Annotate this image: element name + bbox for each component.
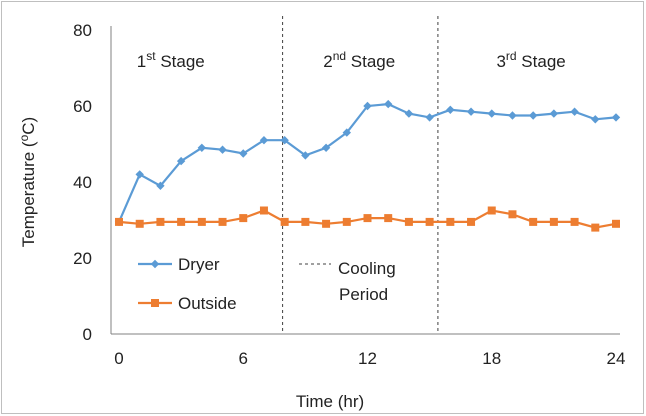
y-axis-title-sup: o	[17, 134, 31, 141]
x-tick-label: 6	[239, 349, 248, 368]
data-point-dryer	[508, 111, 517, 120]
y-tick-label: 60	[73, 97, 92, 116]
data-point-dryer	[280, 136, 289, 145]
data-point-dryer	[570, 107, 579, 116]
stage-label: 3rd Stage	[496, 49, 565, 71]
data-point-dryer	[446, 105, 455, 114]
data-point-outside	[425, 217, 434, 226]
data-point-dryer	[611, 113, 621, 122]
data-point-outside	[239, 214, 248, 223]
data-point-dryer	[156, 181, 165, 190]
stage-dividers	[282, 16, 439, 334]
data-point-outside	[280, 217, 289, 226]
data-point-outside	[508, 210, 517, 219]
y-tick-label: 20	[73, 249, 92, 268]
data-point-outside	[591, 223, 600, 232]
legend-label: Outside	[178, 294, 237, 313]
data-point-outside	[549, 217, 558, 226]
x-tick-label: 18	[482, 349, 501, 368]
data-point-dryer	[528, 111, 538, 120]
stage-label-text: Stage	[156, 52, 205, 71]
data-point-outside	[342, 217, 351, 226]
legend-swatch-marker	[150, 259, 160, 269]
legend-label: Dryer	[178, 255, 220, 274]
data-point-outside	[177, 217, 186, 226]
legend-label: Period	[339, 285, 388, 304]
data-point-dryer	[363, 101, 372, 111]
data-point-dryer	[425, 113, 434, 122]
legend-label: Cooling	[338, 259, 396, 278]
data-point-outside	[197, 217, 206, 226]
data-point-dryer	[384, 99, 393, 109]
data-point-outside	[218, 217, 227, 226]
data-point-dryer	[342, 128, 351, 137]
y-axis-title-base: Temperature (	[19, 141, 38, 247]
y-tick-label: 0	[83, 325, 92, 344]
series-layer	[114, 99, 621, 232]
legend-item-dryer: Dryer	[138, 255, 220, 274]
stage-label-text: Stage	[517, 52, 566, 71]
data-point-outside	[570, 217, 579, 226]
data-point-dryer	[487, 109, 496, 118]
data-point-dryer	[466, 107, 476, 116]
data-point-dryer	[591, 115, 600, 124]
stage-label: 1st Stage	[137, 49, 205, 71]
data-point-outside	[529, 217, 538, 226]
stage-label: 2nd Stage	[323, 49, 395, 71]
legend-swatch-marker	[151, 299, 159, 307]
y-tick-label: 80	[73, 21, 92, 40]
x-tick-label: 24	[607, 349, 626, 368]
series-line-dryer	[117, 102, 617, 223]
data-point-outside	[384, 214, 393, 223]
series-outside	[115, 206, 620, 232]
data-point-outside	[467, 217, 476, 226]
x-tick-label: 0	[114, 349, 123, 368]
stage-labels: 1st Stage 2nd Stage 3rd Stage	[137, 49, 566, 71]
stage-label-number: 2	[323, 52, 332, 71]
data-point-outside	[612, 219, 620, 228]
legend: Dryer Outside Cooling Period	[138, 255, 396, 313]
data-point-outside	[301, 217, 310, 226]
stage-label-suffix: st	[146, 49, 156, 63]
stage-label-suffix: rd	[506, 49, 517, 63]
data-point-outside	[259, 206, 268, 215]
y-axis-title-unit: C)	[19, 117, 38, 135]
stage-label-number: 3	[496, 52, 505, 71]
data-point-dryer	[549, 109, 559, 118]
data-point-dryer	[301, 151, 310, 160]
legend-item-cooling-period: Cooling Period	[299, 259, 396, 304]
stage-label-text: Stage	[346, 52, 395, 71]
data-point-dryer	[239, 149, 248, 158]
x-tick-label: 12	[358, 349, 377, 368]
data-point-dryer	[404, 109, 414, 118]
legend-item-outside: Outside	[138, 294, 237, 313]
stage-label-suffix: nd	[333, 49, 346, 63]
data-point-outside	[322, 219, 331, 228]
data-point-outside	[487, 206, 496, 215]
data-point-dryer	[197, 143, 207, 152]
data-point-outside	[363, 214, 372, 223]
data-point-dryer	[218, 145, 227, 154]
data-point-outside	[404, 217, 413, 226]
stage-label-number: 1	[137, 52, 146, 71]
data-point-dryer	[135, 170, 144, 179]
y-tick-label: 40	[73, 173, 92, 192]
data-point-dryer	[321, 143, 331, 152]
series-dryer	[114, 99, 621, 227]
data-point-outside	[156, 217, 165, 226]
data-point-outside	[115, 217, 123, 226]
data-point-dryer	[176, 156, 186, 166]
x-axis-title: Time (hr)	[296, 392, 364, 411]
data-point-dryer	[259, 136, 269, 145]
data-point-outside	[446, 217, 455, 226]
data-point-outside	[135, 219, 144, 228]
y-axis-title: Temperature (oC)	[17, 117, 38, 247]
